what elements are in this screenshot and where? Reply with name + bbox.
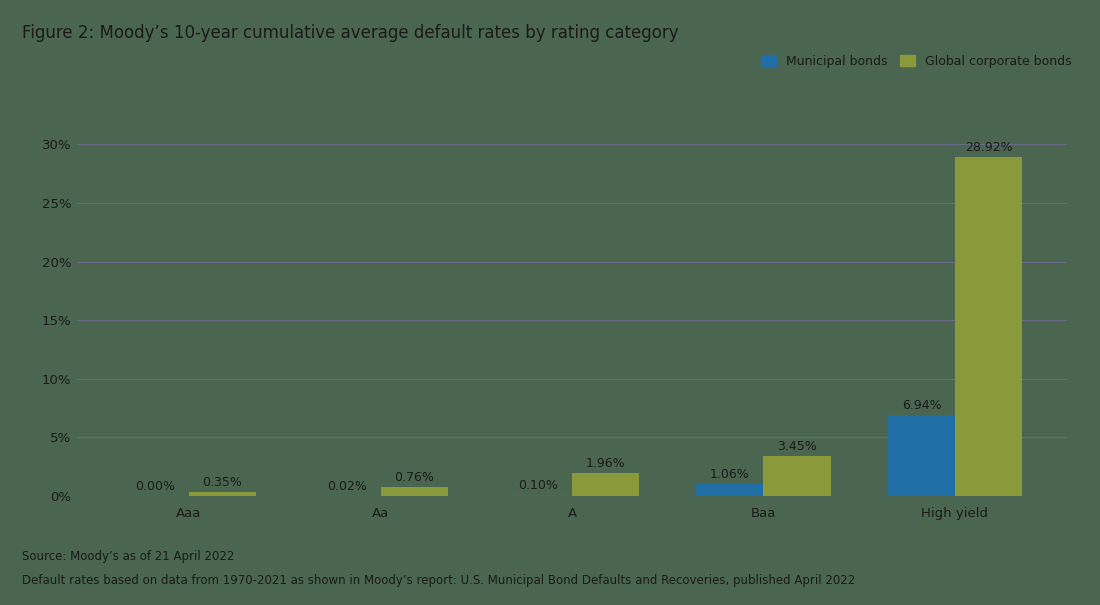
Text: 0.02%: 0.02%	[327, 480, 367, 493]
Text: Default rates based on data from 1970-2021 as shown in Moody’s report: U.S. Muni: Default rates based on data from 1970-20…	[22, 574, 856, 587]
Bar	[955, 157, 1022, 496]
Bar	[189, 492, 256, 496]
Text: 0.35%: 0.35%	[202, 476, 242, 489]
Text: Source: Moody’s as of 21 April 2022: Source: Moody’s as of 21 April 2022	[22, 550, 234, 563]
Bar	[696, 483, 763, 496]
Text: 3.45%: 3.45%	[777, 440, 817, 453]
Text: 1.06%: 1.06%	[711, 468, 750, 481]
Text: 28.92%: 28.92%	[965, 141, 1012, 154]
Bar	[505, 495, 572, 496]
Bar	[763, 456, 830, 496]
Text: 0.10%: 0.10%	[518, 479, 559, 492]
Legend: Municipal bonds, Global corporate bonds: Municipal bonds, Global corporate bonds	[761, 54, 1071, 68]
Bar	[381, 487, 448, 496]
Bar	[572, 473, 639, 496]
Text: 0.76%: 0.76%	[394, 471, 435, 484]
Text: 0.00%: 0.00%	[135, 480, 176, 493]
Text: 6.94%: 6.94%	[902, 399, 942, 412]
Text: Figure 2: Moody’s 10-year cumulative average default rates by rating category: Figure 2: Moody’s 10-year cumulative ave…	[22, 24, 679, 42]
Bar	[888, 415, 955, 496]
Text: 1.96%: 1.96%	[585, 457, 625, 470]
